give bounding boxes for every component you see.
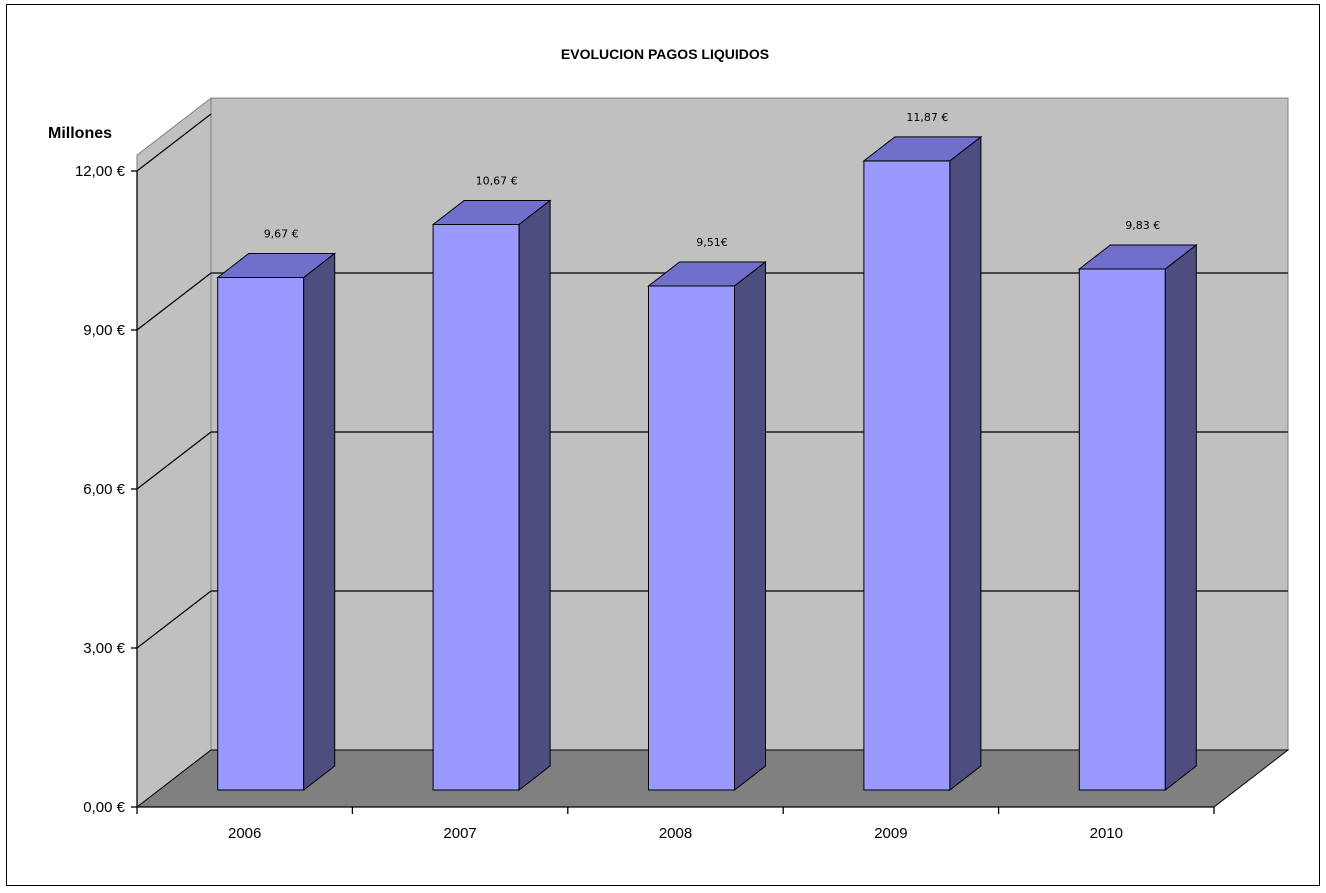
x-tick-label: 2009 bbox=[874, 825, 907, 842]
data-label: 9,51€ bbox=[696, 236, 728, 249]
data-label: 11,87 € bbox=[906, 111, 948, 124]
y-tick-label: 0,00 € bbox=[83, 799, 125, 816]
bar-front bbox=[648, 285, 735, 791]
bar bbox=[216, 252, 337, 792]
y-axis-ticks: 0,00 € 3,00 € 6,00 € 9,00 € 12,00 € bbox=[75, 163, 137, 816]
bar-side bbox=[518, 199, 551, 792]
bar-side bbox=[303, 252, 336, 792]
bar-side bbox=[1164, 243, 1197, 792]
x-tick-label: 2010 bbox=[1090, 825, 1123, 842]
data-label: 10,67 € bbox=[476, 174, 518, 187]
y-axis-unit-label: Millones bbox=[48, 125, 112, 142]
chart-title: EVOLUCION PAGOS LIQUIDOS bbox=[561, 46, 769, 62]
bar bbox=[1077, 243, 1198, 792]
bar bbox=[431, 199, 552, 792]
bar-front bbox=[217, 276, 305, 791]
data-label: 9,67 € bbox=[264, 227, 299, 240]
bar-front bbox=[1078, 268, 1166, 791]
bar-side bbox=[949, 135, 982, 792]
gridline-side bbox=[136, 272, 212, 331]
bar bbox=[647, 260, 767, 792]
x-axis-ticks: 2006 2007 2008 2009 2010 bbox=[136, 807, 1215, 842]
bar-front bbox=[432, 223, 520, 791]
gridline-side bbox=[136, 113, 212, 172]
bars bbox=[216, 135, 1198, 792]
bar-side bbox=[734, 260, 766, 792]
data-labels: 9,67 € 10,67 € 9,51€ 11,87 € 9,83 € bbox=[264, 111, 1161, 249]
x-tick-label: 2008 bbox=[659, 825, 692, 842]
y-tick-label: 9,00 € bbox=[83, 322, 125, 339]
gridline-side bbox=[136, 590, 212, 649]
y-tick-label: 12,00 € bbox=[75, 163, 126, 180]
data-label: 9,83 € bbox=[1125, 219, 1160, 232]
y-tick-label: 3,00 € bbox=[83, 640, 125, 657]
y-tick-label: 6,00 € bbox=[83, 481, 125, 498]
bar-front bbox=[863, 160, 951, 791]
x-tick-label: 2007 bbox=[443, 825, 476, 842]
side-wall bbox=[136, 97, 212, 809]
gridline-side bbox=[136, 431, 212, 490]
bar bbox=[862, 135, 983, 792]
x-tick-label: 2006 bbox=[228, 825, 261, 842]
